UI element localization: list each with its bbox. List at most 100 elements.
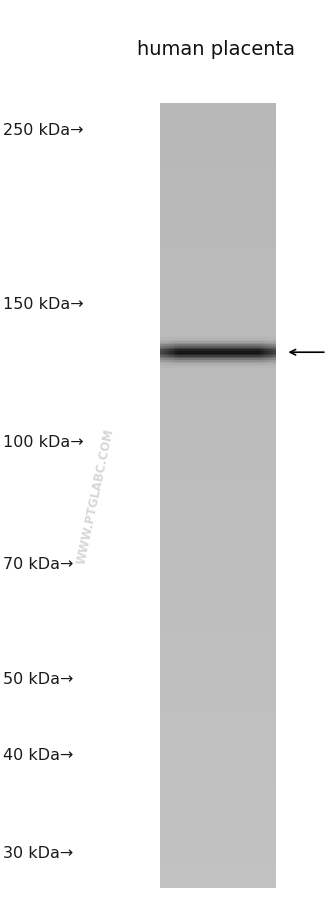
Bar bbox=[160, 538, 276, 540]
Bar bbox=[225, 339, 227, 340]
Bar bbox=[243, 353, 245, 354]
Bar bbox=[212, 365, 214, 367]
Bar bbox=[162, 344, 164, 345]
Bar bbox=[160, 752, 276, 755]
Bar bbox=[245, 354, 247, 356]
Bar bbox=[220, 356, 222, 357]
Bar bbox=[160, 886, 276, 888]
Bar bbox=[218, 356, 220, 357]
Bar bbox=[160, 857, 276, 860]
Bar bbox=[160, 705, 276, 708]
Bar bbox=[218, 346, 220, 348]
Bar bbox=[225, 346, 227, 348]
Bar bbox=[160, 206, 276, 208]
Bar bbox=[204, 345, 206, 346]
Bar bbox=[160, 729, 276, 732]
Bar bbox=[243, 351, 245, 353]
Bar bbox=[204, 363, 206, 364]
Bar bbox=[233, 340, 235, 342]
Bar bbox=[250, 345, 252, 346]
Bar bbox=[162, 345, 164, 346]
Bar bbox=[174, 365, 176, 367]
Bar bbox=[200, 344, 202, 345]
Bar bbox=[250, 342, 252, 344]
Bar bbox=[174, 346, 176, 348]
Bar bbox=[260, 363, 262, 364]
Bar bbox=[160, 656, 276, 658]
Bar bbox=[264, 340, 266, 342]
Bar bbox=[274, 345, 276, 346]
Bar bbox=[176, 359, 178, 361]
Bar bbox=[160, 540, 276, 543]
Bar bbox=[227, 357, 229, 359]
Bar bbox=[160, 648, 276, 650]
Bar bbox=[168, 346, 170, 348]
Bar bbox=[248, 342, 250, 344]
Bar bbox=[262, 342, 264, 344]
Bar bbox=[239, 340, 241, 342]
Bar bbox=[160, 522, 276, 525]
Bar bbox=[160, 635, 276, 638]
Bar bbox=[160, 564, 276, 566]
Bar bbox=[216, 363, 218, 364]
Bar bbox=[216, 364, 218, 365]
Bar bbox=[247, 359, 248, 361]
Bar bbox=[239, 356, 241, 357]
Bar bbox=[204, 344, 206, 345]
Bar bbox=[200, 348, 202, 350]
Bar bbox=[164, 350, 166, 351]
Bar bbox=[212, 339, 214, 340]
Bar bbox=[160, 850, 276, 851]
Bar bbox=[166, 363, 168, 364]
Bar bbox=[239, 344, 241, 345]
Bar bbox=[233, 356, 235, 357]
Bar bbox=[212, 363, 214, 364]
Bar bbox=[179, 350, 181, 351]
Bar bbox=[185, 364, 187, 365]
Bar bbox=[170, 340, 172, 342]
Bar bbox=[178, 357, 179, 359]
Bar bbox=[172, 364, 174, 365]
Bar bbox=[160, 766, 276, 769]
Bar bbox=[160, 693, 276, 695]
Bar bbox=[272, 357, 274, 359]
Bar bbox=[212, 345, 214, 346]
Bar bbox=[208, 363, 210, 364]
Bar bbox=[197, 359, 199, 361]
Bar bbox=[229, 339, 231, 340]
Bar bbox=[193, 348, 195, 350]
Bar bbox=[160, 266, 276, 269]
Bar bbox=[197, 351, 199, 353]
Bar bbox=[227, 351, 229, 353]
Bar bbox=[264, 361, 266, 363]
Bar bbox=[258, 354, 260, 356]
Bar bbox=[160, 211, 276, 214]
Bar bbox=[185, 342, 187, 344]
Bar bbox=[268, 359, 270, 361]
Bar bbox=[237, 356, 239, 357]
Bar bbox=[212, 354, 214, 356]
Bar bbox=[162, 363, 164, 364]
Bar bbox=[241, 348, 243, 350]
Bar bbox=[160, 350, 276, 352]
Bar bbox=[170, 361, 172, 363]
Bar bbox=[174, 361, 176, 363]
Bar bbox=[162, 339, 164, 340]
Text: human placenta: human placenta bbox=[137, 40, 295, 60]
Bar bbox=[160, 346, 162, 348]
Bar bbox=[160, 726, 276, 729]
Bar bbox=[160, 344, 162, 345]
Bar bbox=[252, 363, 254, 364]
Bar bbox=[247, 354, 248, 356]
Bar bbox=[166, 356, 168, 357]
Bar bbox=[233, 354, 235, 356]
Bar bbox=[178, 364, 179, 365]
Bar bbox=[160, 870, 276, 873]
Bar bbox=[254, 364, 256, 365]
Bar bbox=[187, 364, 189, 365]
Bar bbox=[200, 357, 202, 359]
Text: 70 kDa→: 70 kDa→ bbox=[3, 557, 74, 571]
Bar bbox=[220, 342, 222, 344]
Bar bbox=[258, 344, 260, 345]
Bar bbox=[195, 340, 197, 342]
